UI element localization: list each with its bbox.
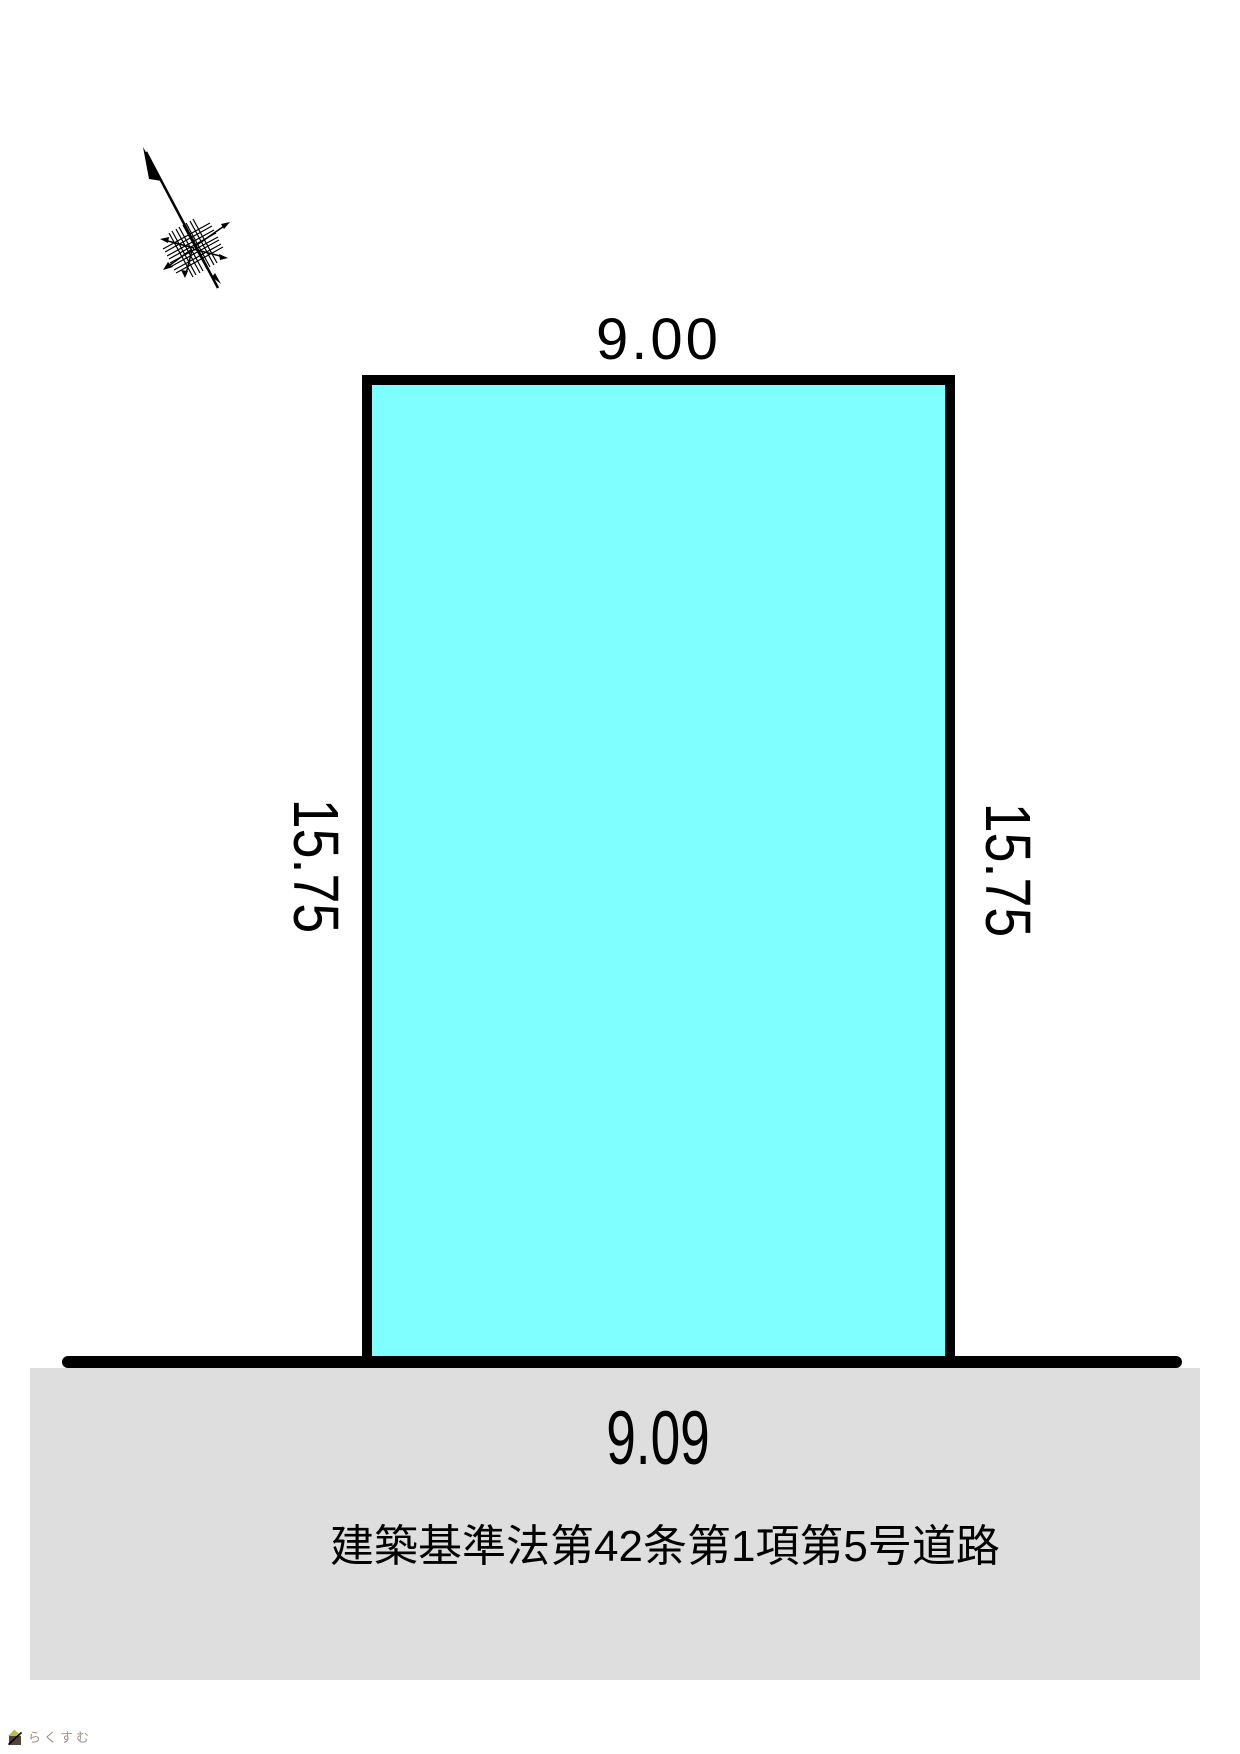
road-area	[30, 1368, 1200, 1680]
house-icon	[8, 1729, 23, 1746]
road-frontage-dimension: 9.09	[606, 1396, 710, 1481]
road-boundary-line	[62, 1356, 1182, 1368]
dimension-top: 9.00	[596, 307, 721, 372]
brand-logo: らくすむ	[8, 1729, 92, 1746]
dimension-left: 15.75	[280, 798, 352, 934]
north-arrow-icon	[143, 147, 230, 289]
brand-text: らくすむ	[28, 1729, 93, 1745]
road-designation-label: 建築基準法第42条第1項第5号道路	[330, 1522, 1000, 1571]
land-plot	[362, 375, 955, 1373]
dimension-right: 15.75	[972, 802, 1044, 938]
